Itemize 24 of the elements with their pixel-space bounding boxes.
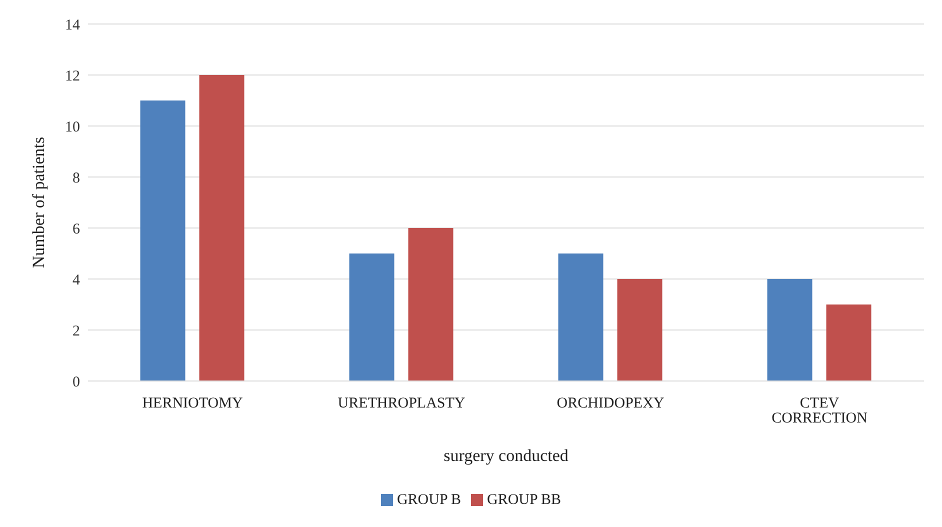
- y-tick-label: 2: [72, 323, 80, 340]
- bar: [617, 279, 662, 381]
- y-tick-label: 4: [72, 272, 80, 288]
- x-tick-label: ORCHIDOPEXY: [556, 396, 664, 412]
- y-tick-label: 0: [72, 374, 80, 390]
- y-tick-label: 14: [65, 17, 80, 34]
- y-tick-label: 10: [65, 119, 80, 136]
- bar: [140, 100, 186, 381]
- x-axis-title: surgery conducted: [444, 446, 569, 465]
- bar: [826, 304, 872, 381]
- legend-label: GROUP B: [396, 492, 461, 508]
- bar: [767, 279, 812, 381]
- bar: [199, 75, 244, 381]
- y-tick-label: 12: [65, 68, 80, 84]
- bar: [408, 228, 454, 381]
- y-tick-label: 8: [72, 170, 80, 186]
- x-tick-label: URETHROPLASTY: [338, 396, 466, 412]
- bar: [349, 254, 394, 381]
- x-tick-label: CTEV CORRECTION: [772, 396, 868, 427]
- y-axis-title: Number of patients: [29, 136, 48, 268]
- legend-label: GROUP BB: [486, 492, 562, 508]
- bar: [558, 254, 604, 381]
- x-tick-label: HERNIOTOMY: [142, 396, 243, 412]
- y-tick-label: 6: [72, 221, 80, 238]
